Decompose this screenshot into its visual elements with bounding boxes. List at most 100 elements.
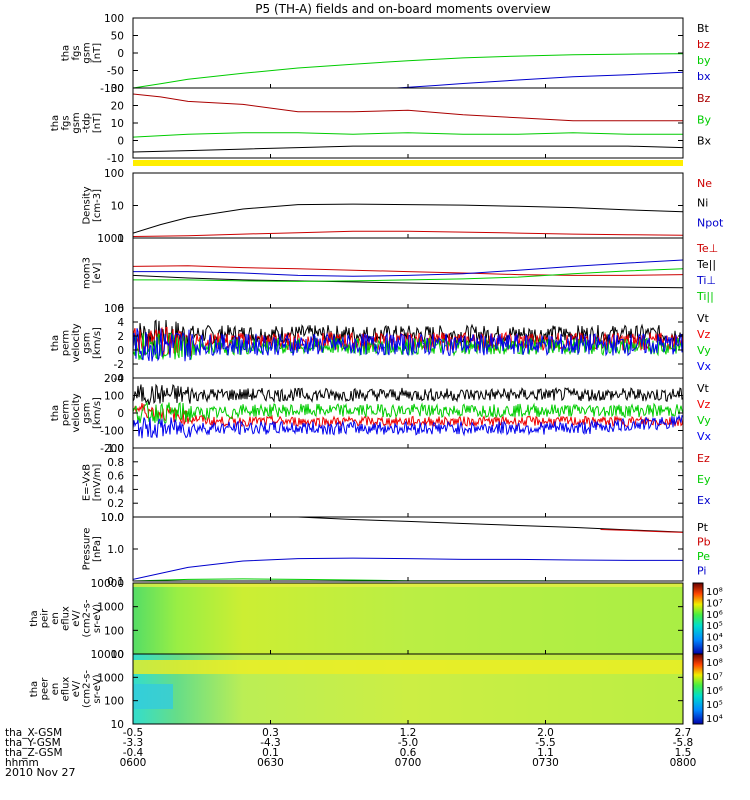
xaxis-row-label: tha_Y-GSM [5, 737, 61, 749]
panel-1-ytick-label: -100 [100, 83, 124, 95]
panel-9-ytick-label: 10000 [91, 578, 124, 590]
xaxis-row-value: -0.5 [123, 727, 144, 739]
xaxis-row-label: tha_Z-GSM [5, 747, 63, 759]
panel-2-legend-label: Bz [697, 92, 711, 105]
date-label: 2010 Nov 27 [5, 766, 75, 779]
panel-10-ytick-label: 10000 [91, 649, 124, 661]
xaxis-row-value: 1.2 [400, 727, 417, 739]
panel-3-legend-label: Npot [697, 216, 724, 229]
panel-2-ytick-label: 10 [111, 118, 124, 130]
panel-3-ytick-label: 100 [104, 168, 124, 180]
panel-1-ytick-label: 50 [111, 31, 124, 43]
panel-6-series-line [133, 401, 683, 425]
panel-2-series-line [133, 93, 683, 122]
panel-9-colorbar-tick: 10⁵ [706, 621, 723, 632]
xaxis-row-value: 2.7 [675, 727, 692, 739]
panel-7-ytick-label: 0.0 [107, 512, 124, 524]
panel-2-ytick-label: 30 [111, 83, 124, 95]
panel-3-ytick-label: 10 [111, 201, 124, 213]
panel-1-legend-label: by [697, 54, 711, 67]
panel-8-ylabel: Pressure [82, 528, 93, 571]
panel-6-ytick-label: 0 [117, 408, 124, 420]
panel-8-legend-label: Pe [697, 550, 710, 563]
panel-6-legend-label: Vy [697, 414, 711, 427]
panel-6-series-line [133, 414, 683, 439]
panel-1-ytick-label: 100 [104, 13, 124, 25]
yellow-flag-bar [133, 160, 683, 166]
xaxis-row-value: 0.1 [262, 747, 279, 759]
panel-6-legend-label: Vz [697, 398, 711, 411]
panel-5-ylabel: velocity [71, 323, 82, 362]
panel-9-heatmap [133, 583, 683, 654]
panel-5-ytick-label: 2 [117, 331, 124, 343]
panel-2-ylabel: tha [50, 115, 61, 131]
panel-9-ytick-label: 1000 [97, 602, 124, 614]
panel-4-series-line [133, 274, 683, 289]
xaxis-row-value: 0630 [257, 757, 284, 769]
panel-10-ylabel: (cm2-s- [82, 670, 93, 708]
panel-9-ylabel: peir [40, 608, 51, 628]
panel-6-legend-label: Vx [697, 430, 712, 443]
panel-6-ytick-label: -200 [100, 443, 124, 455]
panel-10-ytick-label: 10 [111, 719, 124, 731]
panel-8-series-line [297, 517, 683, 533]
panel-7-ylabel: [mV/m] [92, 464, 103, 502]
panel-8-ytick-label: 1.0 [107, 544, 124, 556]
xaxis-row-value: 0.6 [400, 747, 417, 759]
panel-9-ytick-label: 10 [111, 649, 124, 661]
panel-2-legend-label: Bx [697, 135, 712, 148]
panel-7-ytick-label: 1.0 [107, 443, 124, 455]
xaxis-row-value: 0700 [395, 757, 422, 769]
panel-7-legend-label: Ez [697, 452, 710, 465]
xaxis-row-value: 0730 [532, 757, 559, 769]
panel-6-ylabel: tha [50, 405, 61, 421]
xaxis-row-value: 0.3 [262, 727, 279, 739]
panel-5-ylabel: tha [50, 335, 61, 351]
panel-1-legend-label: Bt [697, 22, 710, 35]
panel-7-ytick-label: 0.8 [107, 457, 124, 469]
panel-10-ylabel: sr-eV) [92, 674, 103, 703]
panel-2-ylabel: [nT] [92, 113, 103, 133]
xaxis-row-value: 1.5 [675, 747, 692, 759]
panel-10-colorbar-tick: 10⁴ [706, 714, 723, 725]
xaxis-row-value: 0800 [670, 757, 697, 769]
panel-7-legend-label: Ey [697, 473, 711, 486]
panel-4-legend-label: Ti|| [696, 290, 714, 303]
panel-6-ylabel: [km/s] [92, 397, 103, 429]
panel-5-ytick-label: 4 [117, 317, 124, 329]
xaxis-row-value: -4.3 [260, 737, 281, 749]
panel-1-ylabel: fgs [71, 45, 82, 60]
panel-7-ytick-label: 0.2 [107, 498, 124, 510]
panel-9-ylabel: sr-eV) [92, 604, 103, 633]
xaxis-row-value: -5.5 [535, 737, 556, 749]
panel-9-ylabel: (cm2-s- [82, 599, 93, 637]
chart-title: P5 (TH-A) fields and on-board moments ov… [255, 2, 551, 16]
panel-9-colorbar [692, 582, 704, 655]
panel-4-legend-label: Ti⊥ [696, 274, 716, 287]
panel-3-ylabel: [cm-3] [92, 189, 103, 222]
panel-6-ylabel: velocity [71, 393, 82, 432]
panel-10-ytick-label: 100 [104, 696, 124, 708]
panel-5-series-line [133, 328, 683, 362]
panel-5-ytick-label: -2 [114, 359, 124, 371]
panel-9-colorbar-tick: 10⁴ [706, 633, 723, 644]
panel-7-ylabel: E=-VxB [82, 464, 93, 501]
panel-2-ytick-label: -10 [107, 153, 124, 165]
panel-8-ylabel: [nPa] [92, 536, 103, 562]
panel-5-ytick-label: 6 [117, 303, 124, 315]
panel-3-ytick-label: 1 [117, 233, 124, 245]
xaxis-row-value: 1.1 [537, 747, 554, 759]
panel-6-ytick-label: -100 [100, 426, 124, 438]
panel-3-ylabel: Density [82, 186, 93, 224]
panel-9-ylabel: tha [29, 610, 40, 626]
panel-4-series-line [133, 259, 683, 277]
panel-6-series-line [133, 383, 683, 406]
panel-10-colorbar-tick: 10⁶ [706, 686, 723, 697]
panel-1-ylabel: gsm [82, 42, 93, 63]
panel-3-series-line [133, 230, 683, 237]
panel-7-legend-label: Ex [697, 494, 711, 507]
panel-5-ylabel: [km/s] [92, 327, 103, 359]
panel-10-ylabel: eflux [61, 677, 72, 702]
panel-8-legend-label: Pb [697, 536, 711, 549]
